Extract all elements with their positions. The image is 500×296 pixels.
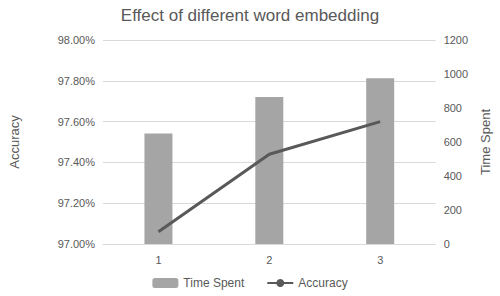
svg-text:Accuracy: Accuracy [298, 276, 347, 290]
svg-text:1200: 1200 [444, 34, 468, 46]
svg-text:0: 0 [444, 238, 450, 250]
svg-text:98.00%: 98.00% [58, 34, 96, 46]
svg-text:Time Spent: Time Spent [478, 109, 493, 175]
svg-text:200: 200 [444, 204, 462, 216]
svg-text:97.40%: 97.40% [58, 156, 96, 168]
svg-text:97.80%: 97.80% [58, 75, 96, 87]
svg-text:Effect of different word embed: Effect of different word embedding [121, 6, 379, 25]
svg-text:97.60%: 97.60% [58, 116, 96, 128]
svg-text:1000: 1000 [444, 68, 468, 80]
svg-text:800: 800 [444, 102, 462, 114]
svg-text:3: 3 [377, 254, 383, 266]
svg-text:400: 400 [444, 170, 462, 182]
svg-text:Time Spent: Time Spent [183, 276, 245, 290]
svg-text:97.00%: 97.00% [58, 238, 96, 250]
svg-text:1: 1 [155, 254, 161, 266]
svg-text:Accuracy: Accuracy [7, 115, 22, 169]
svg-text:600: 600 [444, 136, 462, 148]
svg-text:2: 2 [266, 254, 272, 266]
svg-text:97.20%: 97.20% [58, 197, 96, 209]
